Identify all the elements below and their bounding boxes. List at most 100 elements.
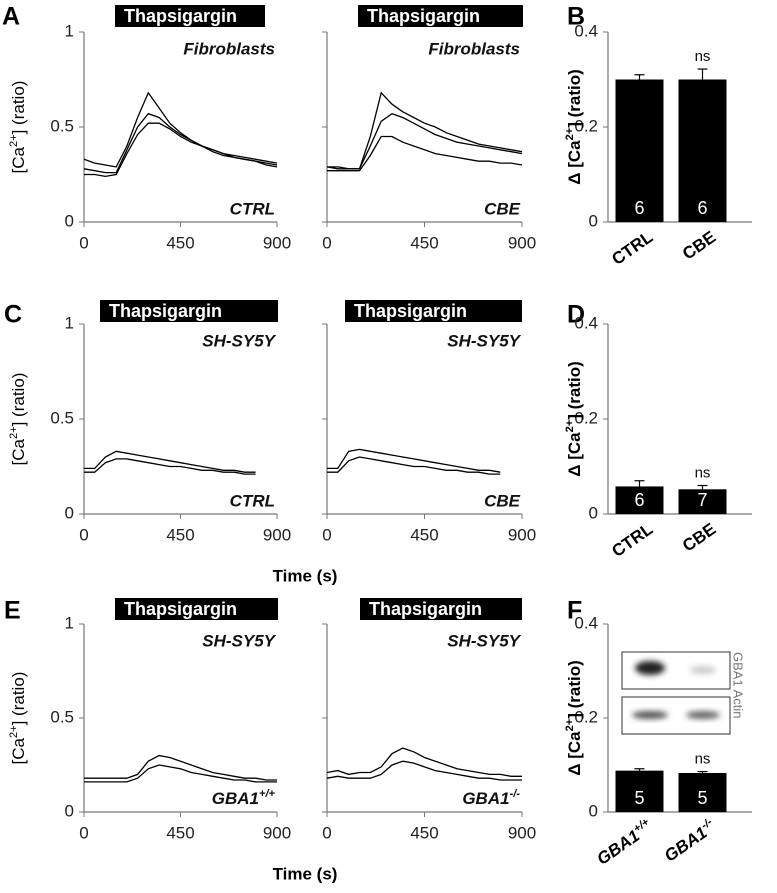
text-part: ] (ratio) (9, 672, 28, 726)
text-part: ] (ratio) (9, 373, 28, 427)
text-part: ] (ratio) (565, 69, 584, 128)
y-tick-label: 1 (65, 21, 74, 40)
n-label: 6 (634, 490, 644, 510)
trace (84, 450, 256, 473)
trace (83, 91, 278, 168)
y-axis-label: Δ [Ca2+] (ratio) (564, 69, 585, 185)
text-part: [Ca (9, 737, 28, 764)
stimulus-label: Thapsigargin (109, 301, 222, 321)
trace (84, 458, 256, 475)
stimulus-bar (100, 300, 278, 322)
blot-band (635, 661, 665, 675)
y-tick-label: 0.2 (574, 707, 598, 726)
text-part: [Ca (9, 438, 28, 465)
y-axis-label: [Ca2+] (ratio) (8, 672, 29, 765)
bar (615, 486, 664, 514)
y-axis-label: [Ca2+] (ratio) (8, 81, 29, 174)
x-axis-label: Time (s) (273, 566, 338, 585)
x-tick-label: 0 (322, 823, 331, 842)
text-part: -/- (510, 788, 521, 800)
cell-type: SH-SY5Y (447, 631, 521, 650)
text-part: GBA1 (462, 789, 509, 808)
stimulus-label: Thapsigargin (354, 301, 467, 321)
y-axis-label: Δ [Ca2+] (ratio) (564, 361, 585, 477)
text-part: Δ [Ca (565, 731, 584, 776)
panel-label: F (567, 597, 582, 625)
y-tick-label: 0.2 (574, 116, 598, 135)
trace (327, 448, 501, 473)
trace (327, 135, 523, 172)
y-tick-label: 0.2 (574, 408, 598, 427)
x-tick-label: 450 (410, 525, 438, 544)
stimulus-label: Thapsigargin (124, 599, 237, 619)
stimulus-bar (345, 300, 522, 322)
condition: CBE (484, 199, 521, 218)
y-tick-label: 1 (65, 313, 74, 332)
x-tick-label: 900 (263, 233, 291, 252)
x-tick-label: 0 (79, 525, 88, 544)
condition: CTRL (230, 491, 275, 510)
n-label: 5 (634, 788, 644, 808)
x-tick-label: GBA1-/- (660, 816, 719, 866)
significance-label: ns (695, 751, 711, 768)
trace (84, 122, 278, 178)
text-part: GBA1 (212, 789, 259, 808)
x-tick-label: 900 (263, 823, 291, 842)
x-tick-label: CBE (679, 519, 719, 555)
bar (615, 79, 664, 222)
stimulus-label: Thapsigargin (367, 6, 480, 26)
blot-band (686, 711, 720, 719)
y-tick-label: 0.5 (50, 707, 74, 726)
cell-type: Fibroblasts (428, 39, 520, 58)
x-tick-label: 0 (79, 823, 88, 842)
stimulus-bar (360, 598, 522, 620)
x-tick-label: 0 (322, 525, 331, 544)
x-tick-label: CBE (679, 227, 719, 263)
trace (84, 754, 277, 781)
x-axis-label: Time (s) (273, 864, 338, 883)
bar (678, 772, 727, 812)
text-part: 2+ (564, 420, 576, 433)
x-tick-label: GBA1+/+ (593, 816, 657, 869)
cell-type: SH-SY5Y (202, 631, 276, 650)
x-tick-label: 450 (166, 233, 194, 252)
y-tick-label: 0.4 (574, 613, 598, 632)
n-label: 5 (697, 788, 707, 808)
bar (678, 489, 727, 514)
x-tick-label: 900 (508, 233, 536, 252)
x-tick-label: 0 (322, 233, 331, 252)
blot-band (632, 711, 668, 719)
condition: CBE (484, 491, 521, 510)
text-part: ] (ratio) (565, 361, 584, 420)
y-tick-label: 0 (589, 503, 598, 522)
panel-label: A (2, 3, 20, 31)
trace (84, 764, 277, 783)
blot-label: GBA1 Actin (731, 652, 746, 718)
x-tick-label: 450 (166, 525, 194, 544)
text-part: 2+ (564, 719, 576, 732)
trace (327, 91, 523, 170)
x-tick-label: 900 (508, 525, 536, 544)
panel-label: B (567, 3, 585, 31)
condition: GBA1-/- (462, 788, 520, 809)
x-tick-label: 450 (166, 823, 194, 842)
text-part: 2+ (8, 426, 20, 439)
cell-type: Fibroblasts (183, 39, 275, 58)
y-tick-label: 0.5 (50, 116, 74, 135)
y-tick-label: 0 (65, 503, 74, 522)
bar (678, 79, 727, 222)
y-tick-label: 0.4 (574, 21, 598, 40)
blot-band (690, 666, 716, 674)
x-tick-label: 0 (79, 233, 88, 252)
x-tick-label: 450 (410, 823, 438, 842)
y-tick-label: 1 (65, 613, 74, 632)
x-tick-label: 900 (263, 525, 291, 544)
trace (326, 760, 522, 781)
stimulus-bar (115, 598, 278, 620)
text-part: 2+ (8, 134, 20, 147)
text-part: ] (ratio) (565, 660, 584, 719)
significance-label: ns (695, 48, 711, 65)
y-tick-label: 0 (65, 211, 74, 230)
text-part: Δ [Ca (565, 140, 584, 185)
